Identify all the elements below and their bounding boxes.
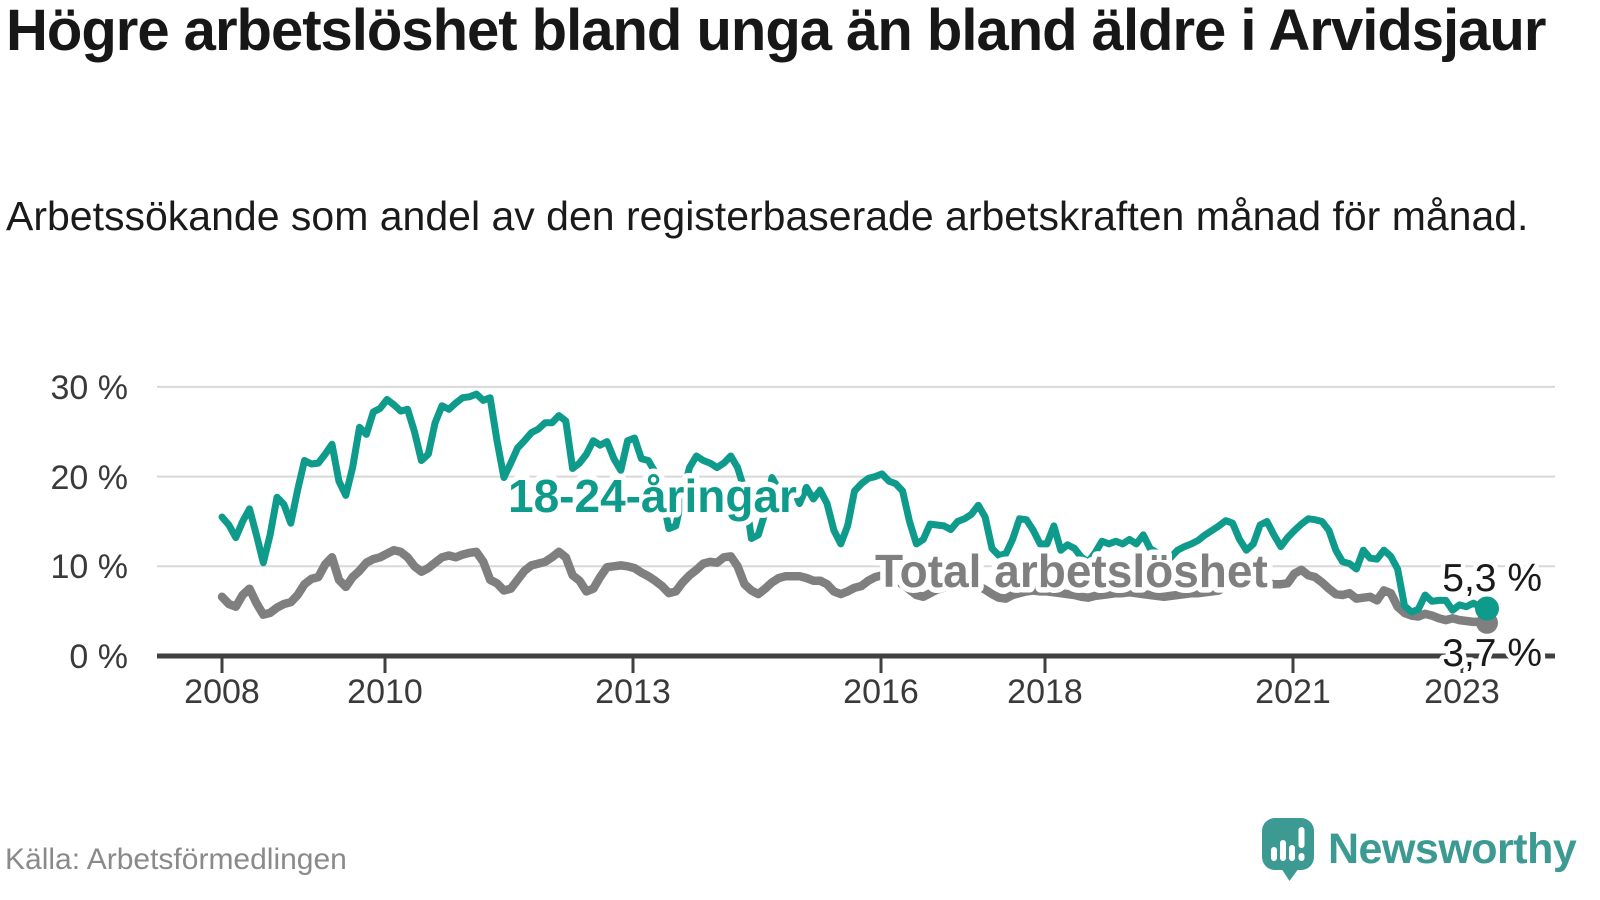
series-label-total: Total arbetslöshet xyxy=(875,545,1268,597)
source-note: Källa: Arbetsförmedlingen xyxy=(5,843,347,876)
series-endpoint-youth xyxy=(1475,596,1499,621)
value-label-total: 3,7 % xyxy=(1442,632,1542,675)
newsworthy-bubble-icon xyxy=(1262,818,1314,881)
newsworthy-wordmark: Newsworthy xyxy=(1328,825,1577,873)
x-tick-label-2018: 2018 xyxy=(1007,673,1083,711)
value-label-youth: 5,3 % xyxy=(1442,557,1542,600)
x-tick-label-2023: 2023 xyxy=(1424,673,1500,711)
x-axis-ticks xyxy=(220,658,1464,673)
page-title: Högre arbetslöshet bland unga än bland ä… xyxy=(6,0,1546,63)
y-tick-label-0: 0 % xyxy=(69,638,128,676)
y-tick-label-20: 20 % xyxy=(51,459,129,497)
logo-bars-icon xyxy=(1271,827,1305,861)
x-tick-label-2010: 2010 xyxy=(347,673,423,711)
y-tick-label-30: 30 % xyxy=(51,369,129,407)
chart-subtitle: Arbetssökande som andel av den registerb… xyxy=(6,193,1529,239)
series-line-youth xyxy=(218,390,1491,616)
x-tick-label-2013: 2013 xyxy=(595,673,671,711)
x-tick-label-2016: 2016 xyxy=(843,673,919,711)
x-tick-label-2021: 2021 xyxy=(1255,673,1331,711)
x-tick-label-2008: 2008 xyxy=(184,673,260,711)
series-label-youth: 18-24-åringar xyxy=(508,470,797,522)
newsworthy-logo: Newsworthy xyxy=(1262,818,1577,881)
series-line-total xyxy=(217,545,1492,628)
y-tick-label-10: 10 % xyxy=(51,548,129,586)
